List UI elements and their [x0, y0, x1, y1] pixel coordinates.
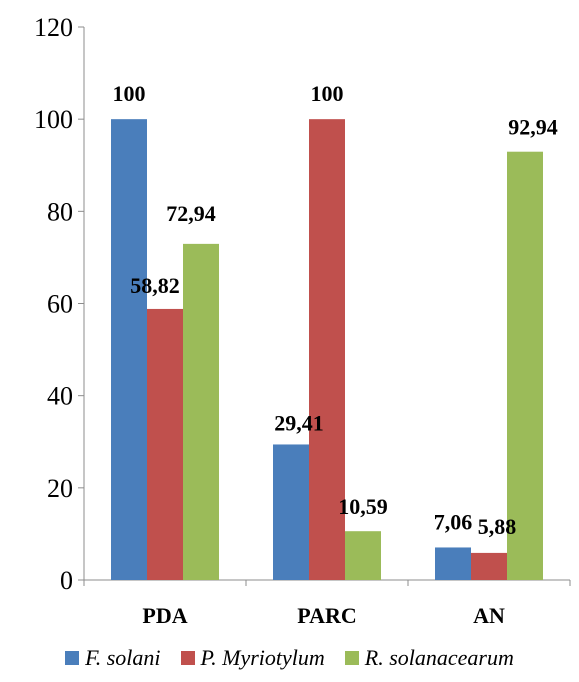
legend-label-p-myriotylum: P. Myriotylum — [200, 645, 325, 670]
data-label: 7,06 — [434, 509, 473, 534]
y-tick-label: 100 — [34, 105, 73, 134]
legend-item-f-solani: F. solani — [65, 645, 161, 671]
y-tick-label: 20 — [47, 474, 73, 503]
data-label: 5,88 — [478, 514, 517, 539]
legend-swatch-f-solani — [65, 651, 80, 665]
data-label: 10,59 — [338, 494, 388, 519]
bars — [111, 119, 543, 581]
data-label: 100 — [311, 81, 344, 106]
bar — [309, 119, 345, 581]
y-tick-label: 0 — [60, 566, 73, 595]
bar — [345, 531, 381, 580]
bar — [273, 444, 309, 580]
legend-swatch-r-solanacearum — [344, 651, 359, 665]
legend-swatch-p-myriotylum — [180, 651, 195, 665]
data-labels: 100 58,82 72,94 29,41 100 10,59 7,06 5,88 92,94 — [113, 81, 558, 539]
legend-label-f-solani: F. solani — [85, 645, 161, 670]
bar-chart: 0 20 40 60 80 100 120 PDA PARC AN 100 58,82 72,94 29… — [34, 13, 571, 628]
bar — [471, 552, 507, 580]
legend: F. solani P. Myriotylum R. solanacearum — [0, 645, 579, 671]
x-tick-label: AN — [473, 603, 505, 628]
bar — [111, 119, 147, 581]
data-label: 58,82 — [130, 273, 180, 298]
data-label: 29,41 — [274, 410, 324, 435]
y-tick-label: 120 — [34, 13, 73, 42]
y-tick-label: 40 — [47, 382, 73, 411]
legend-item-p-myriotylum: P. Myriotylum — [180, 645, 325, 671]
y-tick-label: 80 — [47, 197, 73, 226]
x-tick-label: PARC — [297, 603, 356, 628]
bar — [435, 547, 471, 580]
bar — [507, 151, 543, 580]
bar — [147, 308, 183, 580]
x-tick-label: PDA — [142, 603, 187, 628]
bar — [183, 243, 219, 580]
data-label: 72,94 — [166, 201, 216, 226]
data-label: 100 — [113, 81, 146, 106]
data-label: 92,94 — [508, 115, 558, 140]
axes: 0 20 40 60 80 100 120 PDA PARC AN — [34, 13, 571, 628]
y-tick-label: 60 — [47, 290, 73, 319]
legend-item-r-solanacearum: R. solanacearum — [344, 645, 514, 671]
legend-label-r-solanacearum: R. solanacearum — [364, 645, 514, 670]
